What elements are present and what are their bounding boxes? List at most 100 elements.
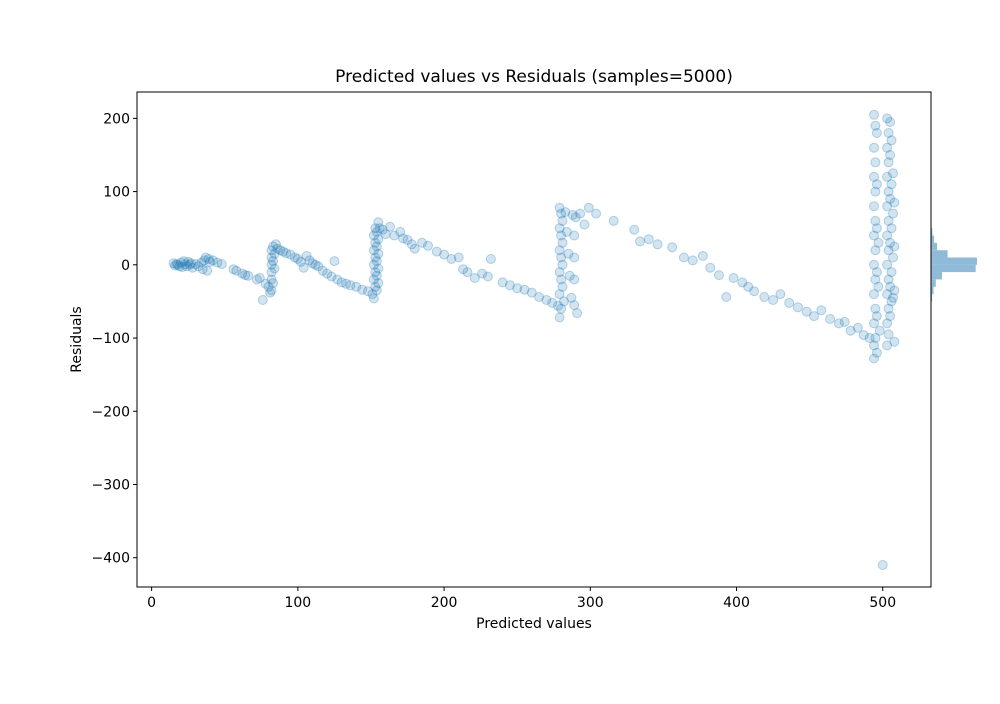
data-point: [793, 303, 802, 312]
data-point: [750, 287, 759, 296]
data-point: [636, 237, 645, 246]
x-tick-label: 500: [869, 595, 896, 611]
data-point: [203, 266, 212, 275]
data-point: [374, 249, 383, 258]
data-point: [609, 216, 618, 225]
data-point: [580, 220, 589, 229]
data-point: [630, 225, 639, 234]
data-point: [644, 235, 653, 244]
data-point: [870, 110, 879, 119]
data-point: [886, 312, 895, 321]
data-point: [706, 263, 715, 272]
data-point: [653, 240, 662, 249]
data-point: [817, 306, 826, 315]
data-point: [679, 253, 688, 262]
y-tick-label: 100: [103, 185, 130, 201]
histogram-bar: [931, 272, 942, 279]
data-point: [668, 243, 677, 252]
data-point: [570, 275, 579, 284]
data-point: [875, 326, 884, 335]
data-point: [424, 241, 433, 250]
y-tick-label: 200: [103, 111, 130, 127]
y-tick-label: −300: [92, 477, 130, 493]
data-point: [872, 180, 881, 189]
histogram-bar: [931, 243, 937, 250]
data-point: [840, 317, 849, 326]
data-point: [890, 198, 899, 207]
data-point: [872, 224, 881, 233]
data-point: [890, 337, 899, 346]
data-point: [570, 253, 579, 262]
data-point: [872, 312, 881, 321]
data-point: [887, 224, 896, 233]
data-point: [874, 282, 883, 291]
data-point: [715, 271, 724, 280]
x-tick-label: 300: [577, 595, 604, 611]
x-tick-label: 100: [284, 595, 311, 611]
data-point: [729, 274, 738, 283]
x-tick-label: 200: [431, 595, 458, 611]
data-point: [374, 279, 383, 288]
data-point: [872, 348, 881, 357]
data-point: [558, 260, 567, 269]
data-point: [592, 209, 601, 218]
y-tick-label: −100: [92, 331, 130, 347]
data-point: [722, 293, 731, 302]
data-point: [217, 260, 226, 269]
data-point: [570, 231, 579, 240]
x-tick-label: 400: [723, 595, 750, 611]
data-point: [244, 271, 253, 280]
data-point: [887, 180, 896, 189]
y-tick-label: −200: [92, 404, 130, 420]
data-point: [573, 309, 582, 318]
data-point: [872, 129, 881, 138]
data-point: [486, 255, 495, 264]
y-axis-label: Residuals: [69, 306, 85, 372]
data-point: [576, 209, 585, 218]
data-point: [785, 298, 794, 307]
data-point: [889, 253, 898, 262]
data-point: [870, 143, 879, 152]
data-point: [269, 279, 278, 288]
histogram-bar: [931, 258, 977, 265]
data-point: [887, 268, 896, 277]
data-point: [872, 268, 881, 277]
histogram-bar: [931, 265, 976, 272]
y-tick-label: −400: [92, 551, 130, 567]
data-point: [776, 290, 785, 299]
data-point: [887, 136, 896, 145]
data-point: [889, 209, 898, 218]
data-point: [258, 296, 267, 305]
data-point: [558, 238, 567, 247]
data-point: [688, 256, 697, 265]
data-point: [878, 561, 887, 570]
chart-title: Predicted values vs Residuals (samples=5…: [335, 67, 733, 87]
data-point: [889, 169, 898, 178]
x-tick-label: 0: [147, 595, 156, 611]
data-point: [374, 264, 383, 273]
data-point: [760, 293, 769, 302]
data-point: [270, 264, 279, 273]
data-point: [874, 238, 883, 247]
data-point: [454, 253, 463, 262]
data-point: [870, 202, 879, 211]
data-point: [483, 272, 492, 281]
data-point: [871, 158, 880, 167]
data-point: [890, 286, 899, 295]
data-point: [886, 151, 895, 160]
histogram-bar: [931, 280, 936, 287]
data-point: [555, 313, 564, 322]
data-point: [558, 216, 567, 225]
data-point: [826, 315, 835, 324]
histogram-bar: [931, 250, 948, 257]
x-axis-label: Predicted values: [476, 616, 592, 632]
data-point: [698, 252, 707, 261]
data-point: [330, 257, 339, 266]
data-point: [558, 282, 567, 291]
data-point: [886, 118, 895, 127]
data-point: [890, 242, 899, 251]
data-point: [386, 222, 395, 231]
y-tick-label: 0: [121, 258, 130, 274]
